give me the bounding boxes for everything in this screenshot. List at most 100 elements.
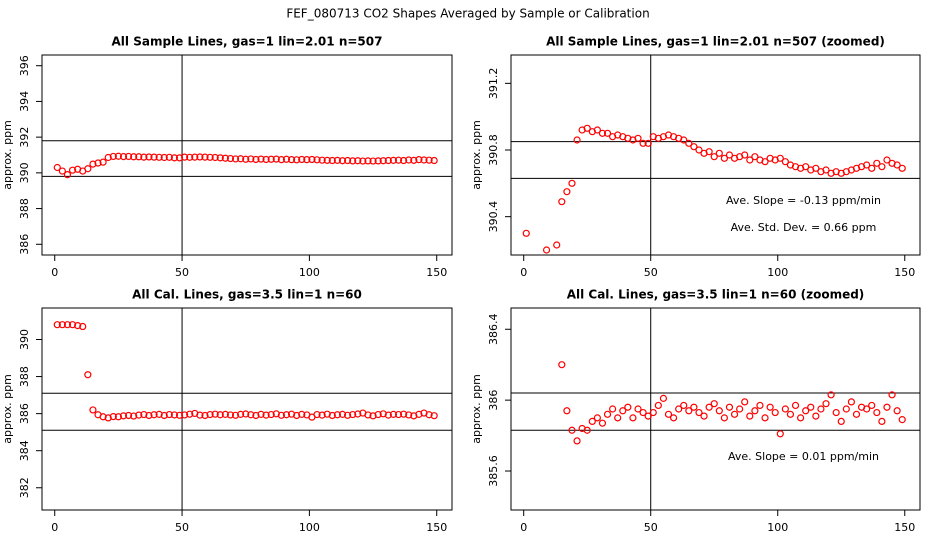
point: [807, 403, 815, 411]
point: [776, 430, 784, 438]
point: [160, 153, 168, 162]
x-tick-label: 50: [644, 266, 658, 279]
point: [63, 321, 72, 329]
point: [124, 152, 133, 161]
point: [63, 171, 72, 179]
point: [415, 410, 423, 418]
point: [191, 153, 199, 161]
point: [639, 139, 647, 147]
y-tick-label: 386: [487, 390, 500, 411]
point: [364, 411, 372, 419]
point: [751, 407, 759, 415]
point: [74, 322, 82, 330]
point: [394, 156, 403, 164]
plot-area: [511, 25, 920, 510]
y-tick-label: 390.4: [487, 201, 500, 233]
point: [196, 411, 204, 419]
annotation: Ave. Slope = -0.13 ppm/min: [726, 194, 881, 207]
point: [573, 437, 581, 445]
point: [715, 407, 723, 415]
point: [736, 405, 744, 413]
y-tick-label: 384: [18, 440, 31, 461]
point: [781, 405, 789, 413]
point: [231, 411, 240, 419]
y-tick-label: 386: [18, 234, 31, 255]
point: [568, 179, 576, 187]
point: [842, 405, 850, 413]
point: [603, 129, 612, 137]
point: [53, 321, 61, 329]
point: [528, 264, 534, 270]
point: [766, 403, 774, 411]
plot-area: [42, 55, 452, 255]
point: [150, 411, 158, 419]
point: [781, 158, 789, 166]
point: [89, 406, 97, 414]
point: [832, 408, 840, 417]
point: [878, 417, 886, 426]
point: [603, 410, 612, 418]
point: [349, 410, 357, 419]
point: [659, 394, 668, 402]
point: [354, 157, 362, 165]
point: [827, 391, 835, 399]
point: [181, 153, 189, 161]
y-tick-label: 390: [18, 329, 31, 350]
x-tick-label: 150: [426, 266, 447, 279]
point: [58, 167, 66, 175]
point: [664, 410, 673, 418]
point: [109, 412, 117, 421]
point: [583, 426, 591, 434]
point: [170, 154, 179, 162]
point: [89, 160, 97, 168]
point: [328, 156, 336, 165]
point: [130, 412, 138, 420]
point: [634, 405, 642, 413]
point: [186, 410, 194, 418]
point: [405, 411, 413, 419]
point: [400, 156, 408, 165]
panel-title: All Cal. Lines, gas=3.5 lin=1 n=60: [132, 288, 362, 302]
x-tick-label: 100: [299, 521, 320, 534]
point: [79, 322, 87, 331]
point: [644, 412, 652, 420]
point: [430, 412, 438, 420]
point: [685, 139, 693, 147]
point: [420, 156, 428, 164]
point: [389, 410, 398, 418]
point: [216, 411, 224, 419]
point: [563, 188, 571, 196]
x-tick-label: 150: [426, 521, 447, 534]
point: [558, 198, 566, 206]
point: [852, 410, 861, 418]
point: [349, 157, 357, 165]
x-tick-label: 0: [520, 521, 527, 534]
point: [710, 153, 718, 161]
y-tick-label: 392: [18, 127, 31, 148]
point: [333, 411, 342, 419]
point: [863, 405, 871, 413]
point: [338, 157, 347, 165]
point: [863, 161, 871, 169]
point: [211, 153, 219, 162]
point: [267, 410, 275, 419]
point: [817, 405, 825, 413]
point: [303, 156, 311, 164]
plot-area: [511, 55, 920, 270]
point: [318, 156, 326, 164]
point: [761, 158, 769, 166]
point: [588, 417, 596, 426]
point: [262, 411, 270, 419]
point: [226, 154, 235, 163]
x-tick-label: 0: [520, 266, 527, 279]
point: [293, 411, 301, 420]
point: [206, 153, 214, 161]
point: [554, 25, 560, 31]
point: [649, 408, 657, 417]
point: [130, 153, 138, 161]
plot-frame: [510, 307, 921, 511]
point: [150, 153, 158, 161]
point: [135, 411, 143, 419]
point: [705, 148, 713, 156]
point: [201, 411, 209, 420]
